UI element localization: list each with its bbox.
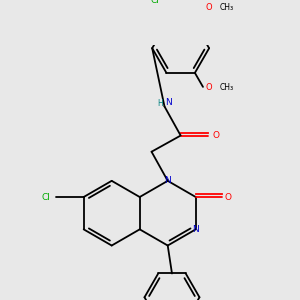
- Text: Cl: Cl: [151, 0, 159, 5]
- Text: CH₃: CH₃: [220, 2, 234, 11]
- Text: O: O: [206, 2, 212, 11]
- Text: O: O: [212, 131, 219, 140]
- Text: CH₃: CH₃: [220, 83, 234, 92]
- Text: H: H: [158, 99, 163, 108]
- Text: N: N: [165, 98, 172, 107]
- Text: N: N: [192, 225, 199, 234]
- Text: Cl: Cl: [41, 193, 50, 202]
- Text: O: O: [225, 193, 232, 202]
- Text: N: N: [164, 176, 171, 185]
- Text: O: O: [206, 83, 212, 92]
